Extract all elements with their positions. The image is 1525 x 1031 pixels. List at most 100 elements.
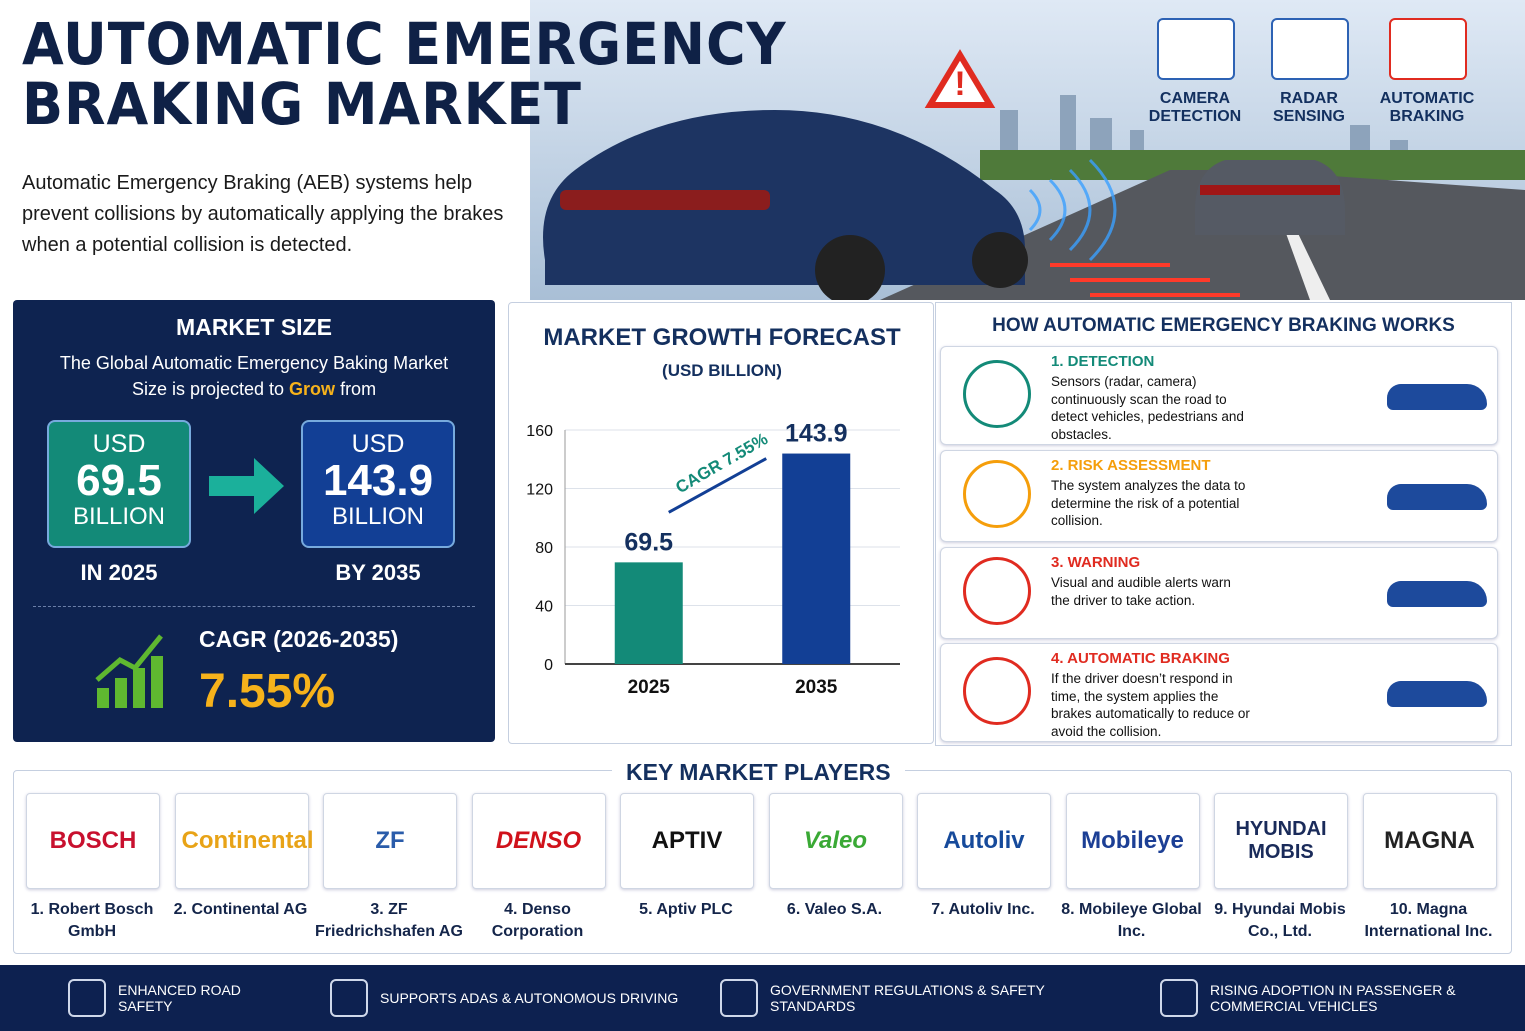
logo-box: Valeo xyxy=(768,793,903,889)
cagr-value: 7.55% xyxy=(199,665,336,718)
player-name: 6. Valeo S.A. xyxy=(786,901,883,918)
y-tick-label: 80 xyxy=(535,540,553,557)
bar xyxy=(614,562,683,664)
radar-icon xyxy=(1271,18,1349,80)
description: Automatic Emergency Braking (AEB) system… xyxy=(22,172,504,256)
players-panel: KEY MARKET PLAYERS BOSCH 1. Robert Bosch … xyxy=(13,759,1512,954)
player-name: 5. Aptiv PLC xyxy=(639,901,733,918)
logo-box: BOSCH xyxy=(26,793,160,889)
unit: USD xyxy=(92,430,146,458)
step-text: Visual and audible alerts warn the drive… xyxy=(1051,575,1231,608)
logo-box: APTIV xyxy=(620,793,754,889)
logo: APTIV xyxy=(651,827,723,854)
how-panel: HOW AUTOMATIC EMERGENCY BRAKING WORKS xyxy=(935,302,1512,746)
scale: BILLION xyxy=(331,503,425,530)
footer-icon xyxy=(720,979,758,1017)
y-tick-label: 40 xyxy=(535,599,553,616)
player-name: 9. Hyundai Mobis Co., Ltd. xyxy=(1214,901,1346,940)
step-card: 2. RISK ASSESSMENT The system analyzes th… xyxy=(940,450,1498,542)
logo: Valeo xyxy=(803,827,868,854)
player-name: 1. Robert Bosch GmbH xyxy=(30,901,154,940)
end-box: USD 143.9 BILLION xyxy=(301,420,455,548)
footer-text: RISING ADOPTION IN PASSENGER & COMMERCIA… xyxy=(1210,982,1456,1014)
divider xyxy=(33,606,475,607)
logo-box: DENSO xyxy=(471,793,606,889)
highlight: Grow xyxy=(289,379,336,399)
data-label: 69.5 xyxy=(624,528,673,556)
step-title: 1. DETECTION xyxy=(1051,353,1155,370)
step-card: 4. AUTOMATIC BRAKING If the driver doesn’… xyxy=(940,643,1498,742)
title-line: AUTOMATIC EMERGENCY xyxy=(22,10,787,78)
cagr-arrow xyxy=(668,457,767,514)
logo: HYUNDAI MOBIS xyxy=(1235,818,1327,863)
x-tick-label: 2025 xyxy=(628,677,671,698)
car-icon xyxy=(1387,680,1487,707)
logo-box: Continental xyxy=(174,793,314,889)
footer-item: SUPPORTS ADAS & AUTONOMOUS DRIVING xyxy=(330,965,690,1031)
x-tick-label: 2035 xyxy=(795,677,838,698)
player-name: 7. Autoliv Inc. xyxy=(931,901,1035,918)
footer-icon xyxy=(68,979,106,1017)
camera-icon xyxy=(1157,18,1235,80)
value: 143.9 xyxy=(322,456,434,505)
year: IN 2025 xyxy=(80,560,158,585)
car-icon xyxy=(1387,383,1487,410)
footer-text: ENHANCED ROAD SAFETY xyxy=(118,982,241,1014)
text: The Global Automatic Emergency Baking Ma… xyxy=(59,353,449,399)
step-icon xyxy=(963,359,1031,428)
year: BY 2035 xyxy=(335,560,421,585)
player-name: 3. ZF Friedrichshafen AG xyxy=(315,901,463,940)
step-title: 4. AUTOMATIC BRAKING xyxy=(1051,650,1230,667)
logo-box: HYUNDAI MOBIS xyxy=(1214,793,1348,889)
logo: DENSO xyxy=(495,827,582,854)
feature-label: RADAR SENSING xyxy=(1272,90,1345,125)
logo: Autoliv xyxy=(943,827,1025,854)
step-title: 2. RISK ASSESSMENT xyxy=(1051,457,1211,474)
logo: BOSCH xyxy=(49,827,137,854)
player-name: 10. Magna International Inc. xyxy=(1364,901,1493,940)
y-tick-label: 0 xyxy=(544,657,553,674)
data-label: 143.9 xyxy=(785,420,848,448)
title: AUTOMATIC EMERGENCY BRAKING MARKET xyxy=(22,14,786,134)
footer-item: RISING ADOPTION IN PASSENGER & COMMERCIA… xyxy=(1160,965,1460,1031)
car-icon xyxy=(1387,484,1487,510)
player-name: 2. Continental AG xyxy=(173,901,308,918)
scale: BILLION xyxy=(72,503,166,530)
footer-text: GOVERNMENT REGULATIONS & SAFETY STANDARD… xyxy=(770,982,1045,1014)
logo-box: MAGNA xyxy=(1362,793,1497,889)
text: from xyxy=(340,379,377,399)
chart-panel xyxy=(508,302,934,744)
step-text: If the driver doesn’t respond in time, t… xyxy=(1051,671,1250,739)
footer: ENHANCED ROAD SAFETY SUPPORTS ADAS & AUTO… xyxy=(0,965,1525,1031)
how-title: HOW AUTOMATIC EMERGENCY BRAKING WORKS xyxy=(992,315,1455,336)
step-icon xyxy=(963,460,1031,528)
market-size-panel: MARKET SIZE The Global Automatic Emergen… xyxy=(13,300,495,742)
warning-icon: ! xyxy=(954,65,965,103)
growth-icon xyxy=(95,634,163,708)
bar-chart: MARKET GROWTH FORECAST (USD BILLION) 0 40… xyxy=(526,324,901,698)
logo: Mobileye xyxy=(1081,827,1184,854)
logo-box: Autoliv xyxy=(917,793,1051,889)
logo: MAGNA xyxy=(1384,827,1475,854)
footer-item: ENHANCED ROAD SAFETY xyxy=(68,965,298,1031)
step-title: 3. WARNING xyxy=(1051,554,1141,571)
logo-box: ZF xyxy=(323,793,457,889)
step-icon xyxy=(963,557,1031,625)
start-box: USD 69.5 BILLION xyxy=(47,420,191,548)
footer-icon xyxy=(330,979,368,1017)
car-icon xyxy=(1387,581,1487,607)
unit: USD xyxy=(351,430,405,458)
cagr-label: CAGR (2026-2035) xyxy=(199,626,399,652)
value: 69.5 xyxy=(76,456,162,505)
title-line: BRAKING MARKET xyxy=(22,70,582,138)
step-text: The system analyzes the data to determin… xyxy=(1051,478,1246,528)
step-icon xyxy=(963,656,1031,725)
heading: MARKET SIZE xyxy=(176,314,332,340)
logo: Continental xyxy=(181,827,314,854)
logo: ZF xyxy=(375,827,405,854)
players-title: KEY MARKET PLAYERS xyxy=(612,759,905,786)
brake-icon xyxy=(1389,18,1467,80)
step-card: 1. DETECTION Sensors (radar, camera) cont… xyxy=(940,346,1498,445)
hero-image: ! xyxy=(530,0,1525,300)
